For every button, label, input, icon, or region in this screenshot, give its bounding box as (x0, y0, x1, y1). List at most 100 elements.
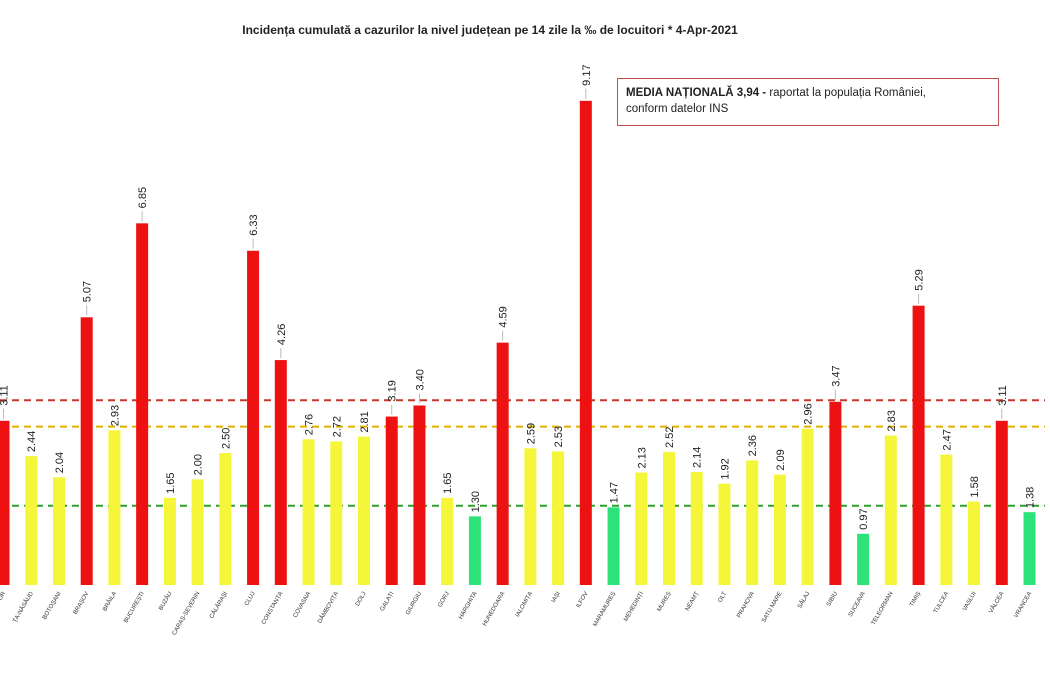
category-label-33: TIMIȘ (909, 591, 922, 608)
bar-36 (995, 420, 1008, 585)
category-label-32: TELEORMAN (871, 591, 895, 626)
category-label-15: GIURGIU (405, 591, 423, 616)
value-label-8: 2.50 (220, 428, 232, 449)
value-label-34: 2.47 (941, 429, 953, 450)
value-label-10: 4.26 (276, 324, 288, 345)
category-label-6: BUZĂU (157, 591, 173, 612)
category-label-14: GALAȚI (380, 591, 396, 613)
value-label-20: 2.53 (553, 426, 565, 447)
category-label-17: HARGHITA (458, 591, 478, 620)
value-label-7: 2.00 (193, 454, 205, 475)
value-label-3: 5.07 (82, 281, 94, 302)
bar-13 (357, 436, 370, 585)
value-label-14: 3.19 (387, 380, 399, 401)
bar-27 (746, 460, 759, 585)
category-labels-group: OR ȚA-NĂSĂUD BOTOȘANI BRAȘOV BRĂILA BUCUREȘTI… (0, 590, 1033, 637)
category-label-3: BRAȘOV (73, 591, 91, 616)
value-label-26: 1.92 (719, 458, 731, 479)
value-label-18: 4.59 (498, 306, 510, 327)
bar-24 (663, 451, 676, 585)
bars-group (0, 100, 1036, 585)
category-label-36: VÂLCEA (988, 591, 1006, 615)
category-label-11: COVASNA (293, 591, 313, 619)
value-label-27: 2.36 (747, 435, 759, 456)
value-label-21: 9.17 (581, 64, 593, 85)
category-label-4: BRĂILA (101, 591, 118, 613)
value-label-17: 1.30 (470, 491, 482, 512)
value-label-22: 1.47 (609, 482, 621, 503)
bar-19 (524, 448, 537, 585)
bar-37 (1023, 512, 1036, 585)
category-label-7: CARAȘ-SEVERIN (172, 591, 202, 636)
bar-7 (191, 479, 204, 585)
category-label-23: MEHEDINȚI (623, 591, 645, 623)
category-label-1: ȚA-NĂSĂUD (12, 590, 36, 624)
category-label-10: CONSTANȚA (261, 591, 284, 626)
bar-3 (80, 317, 93, 585)
bar-10 (274, 360, 287, 585)
value-label-30: 3.47 (830, 365, 842, 386)
value-label-6: 1.65 (165, 472, 177, 493)
value-labels-group: 3.11 2.44 2.04 5.07 2.93 6.85 1.65 2.00 2.50 6.33… (0, 64, 1037, 529)
value-label-19: 2.59 (525, 423, 537, 444)
bar-17 (468, 516, 481, 585)
bar-15 (413, 405, 426, 585)
category-label-26: OLT (717, 591, 728, 604)
bar-0 (0, 420, 10, 585)
value-label-33: 5.29 (914, 269, 926, 290)
value-label-5: 6.85 (137, 187, 149, 208)
bar-31 (857, 533, 870, 585)
bar-28 (773, 474, 786, 585)
bar-6 (163, 497, 176, 585)
value-label-23: 2.13 (636, 447, 648, 468)
value-label-13: 2.81 (359, 411, 371, 432)
value-label-12: 2.72 (331, 416, 343, 437)
category-label-35: VASLUI (962, 591, 978, 612)
category-label-37: VRANCEA (1014, 591, 1034, 619)
national-average-annotation: MEDIA NAȚIONALĂ 3,94 - raportat la popul… (617, 78, 999, 126)
bar-21 (579, 100, 592, 585)
category-label-24: MUREȘ (657, 591, 673, 613)
bar-1 (25, 456, 38, 585)
category-label-16: GORJ (437, 591, 451, 608)
category-label-2: BOTOȘANI (42, 591, 63, 621)
category-label-20: IAȘI (551, 591, 562, 604)
value-label-15: 3.40 (414, 369, 426, 390)
category-label-30: SIBIU (826, 591, 839, 608)
category-label-5: BUCUREȘTI (123, 591, 146, 624)
category-label-9: CLUJ (244, 591, 257, 607)
bar-32 (884, 435, 897, 585)
bar-14 (385, 416, 398, 585)
bar-30 (829, 401, 842, 585)
bar-18 (496, 342, 509, 585)
value-label-28: 2.09 (775, 449, 787, 470)
bar-20 (552, 451, 565, 585)
value-label-25: 2.14 (692, 447, 704, 468)
category-label-27: PRAHOVA (736, 591, 756, 619)
bar-35 (968, 501, 981, 585)
value-label-1: 2.44 (26, 431, 38, 452)
value-label-29: 2.96 (803, 403, 815, 424)
value-label-16: 1.65 (442, 472, 454, 493)
category-label-8: CĂLĂRAȘI (208, 590, 229, 619)
category-label-21: ILFOV (576, 591, 590, 609)
bar-8 (219, 453, 232, 585)
category-label-22: MARAMUREȘ (593, 591, 618, 628)
bar-2 (52, 477, 65, 585)
value-label-36: 3.11 (997, 385, 1009, 406)
category-label-0: OR (0, 590, 8, 601)
bar-9 (247, 250, 260, 585)
value-label-0: 3.11 (0, 385, 11, 406)
value-label-31: 0.97 (858, 508, 870, 529)
value-label-11: 2.76 (304, 414, 316, 435)
annotation-bold-text: MEDIA NAȚIONALĂ 3,94 - (626, 87, 767, 99)
category-label-13: DOLJ (355, 591, 368, 607)
value-label-4: 2.93 (109, 405, 121, 426)
annotation-line1-text: raportat la populația României, (766, 87, 926, 99)
value-label-2: 2.04 (54, 452, 66, 473)
bar-5 (136, 223, 149, 585)
category-label-34: TULCEA (933, 591, 950, 615)
category-label-25: NEAMȚ (685, 591, 701, 612)
value-label-37: 1.38 (1025, 487, 1037, 508)
annotation-line2-text: conform datelor INS (626, 103, 729, 115)
